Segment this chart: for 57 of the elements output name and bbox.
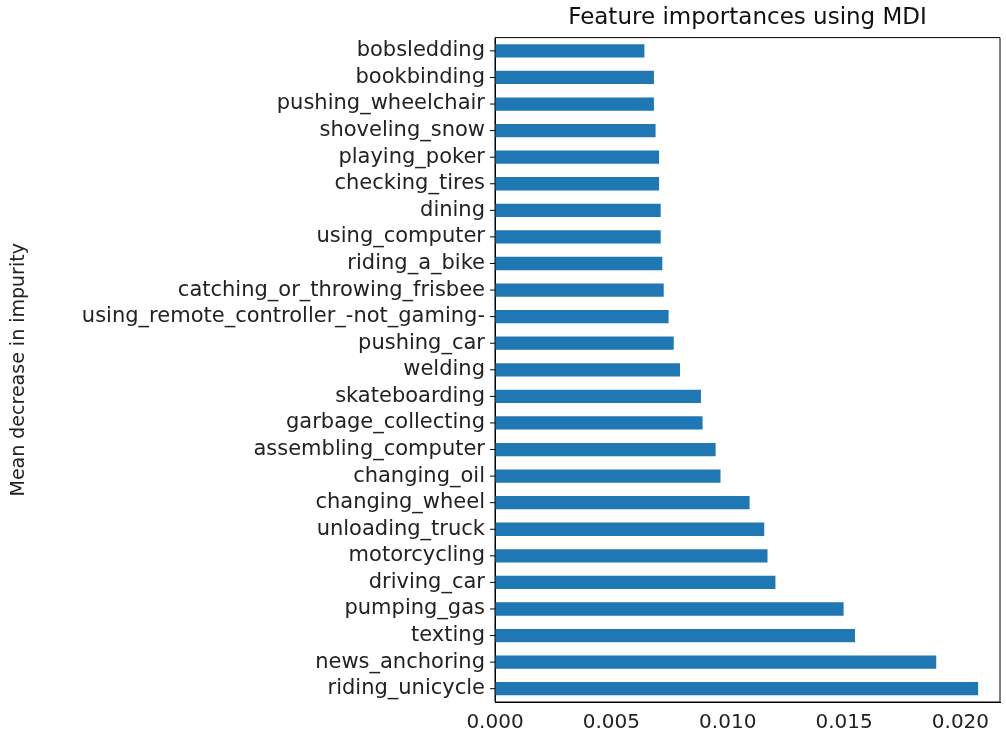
y-tick-label: pushing_wheelchair (276, 90, 486, 116)
bar (495, 150, 660, 164)
y-tick-label: texting (411, 622, 485, 647)
bar (495, 549, 768, 563)
y-tick-label: using_computer (316, 223, 486, 249)
bar (495, 602, 844, 616)
y-tick-label: checking_tires (334, 170, 485, 196)
y-tick-label: skateboarding (335, 382, 485, 407)
y-tick-label: shoveling_snow (319, 117, 485, 143)
bar (495, 44, 645, 58)
y-tick-label: pumping_gas (344, 595, 485, 621)
x-tick-label: 0.000 (466, 709, 524, 734)
bar (495, 469, 721, 483)
bar (495, 628, 856, 643)
y-tick-label: bookbinding (355, 63, 485, 88)
bar (495, 177, 660, 191)
bar (495, 575, 776, 590)
y-tick-label: news_anchoring (315, 648, 485, 674)
y-tick-label: changing_oil (353, 462, 485, 488)
y-tick-label: changing_wheel (315, 489, 485, 515)
y-tick-label: riding_unicycle (327, 675, 485, 701)
bar (495, 256, 663, 271)
bar (495, 522, 765, 536)
bar (495, 682, 979, 696)
bar (495, 70, 654, 85)
bar (495, 123, 656, 138)
bar (495, 310, 669, 324)
y-tick-label: playing_poker (338, 143, 486, 169)
x-tick-label: 0.015 (815, 709, 873, 734)
bar (495, 496, 750, 510)
bar (495, 203, 661, 217)
bar (495, 97, 654, 111)
x-tick-label: 0.005 (582, 709, 640, 734)
y-axis-title: Mean decrease in impurity (6, 243, 29, 497)
y-tick-label: unloading_truck (316, 515, 486, 541)
y-tick-label: bobsledding (356, 37, 485, 62)
bar (495, 655, 937, 669)
y-tick-label: riding_a_bike (347, 249, 485, 275)
y-tick-label: catching_or_throwing_frisbee (177, 276, 485, 302)
chart-title: Feature importances using MDI (568, 2, 927, 29)
y-tick-label: dining (420, 196, 485, 221)
x-tick-label: 0.020 (931, 709, 990, 734)
bar (495, 283, 664, 297)
y-tick-label: welding (403, 356, 485, 381)
y-tick-label: assembling_computer (253, 435, 486, 461)
bar (495, 230, 661, 244)
bar (495, 336, 674, 350)
y-tick-label: driving_car (368, 568, 486, 594)
y-tick-label: using_remote_controller_-not_gaming- (81, 303, 485, 329)
bar (495, 389, 701, 404)
y-tick-label: garbage_collecting (285, 409, 485, 435)
bar (495, 363, 681, 377)
y-tick-label: motorcycling (348, 542, 485, 567)
bar (495, 416, 703, 430)
y-tick-label: pushing_car (358, 329, 486, 355)
bar (495, 442, 716, 457)
x-tick-label: 0.010 (699, 709, 757, 734)
